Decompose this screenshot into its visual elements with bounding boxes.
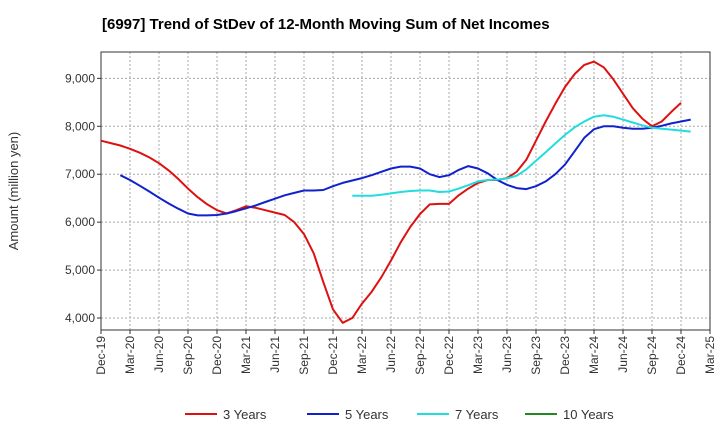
x-tick-label: Mar-25 — [703, 336, 717, 374]
legend-label-3-years: 3 Years — [223, 407, 267, 422]
x-tick-label: Sep-22 — [413, 336, 427, 375]
x-tick-label: Dec-20 — [210, 336, 224, 375]
plot-border — [100, 51, 711, 331]
x-tick-label: Sep-21 — [297, 336, 311, 375]
x-tick-label: Mar-20 — [123, 336, 137, 374]
x-tick-label: Mar-24 — [587, 336, 601, 374]
y-axis-title: Amount (million yen) — [6, 132, 21, 251]
x-tick-label: Sep-20 — [181, 336, 195, 375]
legend-label-5-years: 5 Years — [345, 407, 389, 422]
y-tick-label: 4,000 — [65, 311, 95, 325]
x-tick-label: Sep-24 — [645, 336, 659, 375]
x-tick-label: Sep-23 — [529, 336, 543, 375]
x-tick-label: Dec-22 — [442, 336, 456, 375]
x-tick-label: Jun-24 — [616, 336, 630, 373]
x-tick-label: Jun-20 — [152, 336, 166, 373]
x-tick-label: Dec-24 — [674, 336, 688, 375]
legend-label-7-years: 7 Years — [455, 407, 499, 422]
y-tick-label: 7,000 — [65, 167, 95, 181]
x-tick-label: Mar-23 — [471, 336, 485, 374]
chart-title: [6997] Trend of StDev of 12-Month Moving… — [102, 16, 550, 33]
y-tick-label: 5,000 — [65, 263, 95, 277]
series-line-5-years — [119, 118, 691, 217]
series-line-3-years — [100, 60, 682, 324]
legend-label-10-years: 10 Years — [563, 407, 614, 422]
y-tick-label: 8,000 — [65, 119, 95, 133]
y-tick-label: 9,000 — [65, 71, 95, 85]
x-tick-label: Jun-22 — [384, 336, 398, 373]
series-line-7-years — [352, 114, 691, 197]
x-tick-label: Dec-19 — [94, 336, 108, 375]
x-tick-label: Jun-23 — [500, 336, 514, 373]
x-tick-label: Dec-21 — [326, 336, 340, 375]
x-tick-label: Mar-22 — [355, 336, 369, 374]
y-tick-label: 6,000 — [65, 215, 95, 229]
x-tick-label: Dec-23 — [558, 336, 572, 375]
x-tick-label: Jun-21 — [268, 336, 282, 373]
x-tick-label: Mar-21 — [239, 336, 253, 374]
